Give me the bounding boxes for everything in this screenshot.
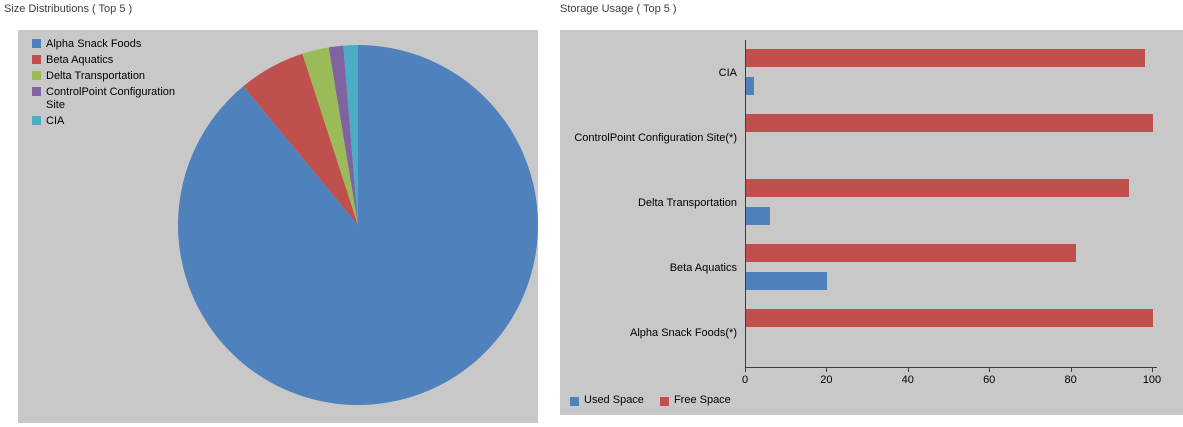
legend-label: Free Space xyxy=(673,394,731,406)
legend-swatch xyxy=(32,116,41,125)
bar-legend-item: Free Space xyxy=(659,394,731,407)
bar-legend-item: Used Space xyxy=(570,394,644,407)
free-space-bar xyxy=(746,244,1076,262)
pie-slice-3 xyxy=(328,45,358,225)
legend-label: Beta Aquatics xyxy=(46,54,114,66)
legend-swatch xyxy=(659,396,669,406)
free-space-bar xyxy=(746,179,1129,197)
pie-legend-item: Beta Aquatics xyxy=(32,54,196,67)
legend-swatch xyxy=(32,71,41,80)
pie-slice-0 xyxy=(177,45,538,405)
used-space-bar xyxy=(746,272,828,290)
free-space-bar xyxy=(746,49,1145,67)
legend-label: Used Space xyxy=(584,394,644,406)
bar-category-label: Delta Transportation xyxy=(637,197,737,209)
x-tick-mark xyxy=(1152,368,1153,372)
used-space-bar xyxy=(746,207,771,225)
free-space-bar xyxy=(746,114,1153,132)
legend-label: ControlPoint Configuration Site xyxy=(46,86,176,111)
x-tick-mark xyxy=(989,368,991,372)
x-tick-mark xyxy=(745,368,746,372)
pie-slice-4 xyxy=(343,45,358,225)
x-tick-label: 0 xyxy=(741,374,749,386)
bar-category-label: Beta Aquatics xyxy=(669,262,737,274)
x-tick-mark xyxy=(826,368,828,372)
size-distributions-title: Size Distributions ( Top 5 ) xyxy=(4,3,133,15)
pie-chart xyxy=(177,45,538,405)
bar-category-label: ControlPoint Configuration Site(*) xyxy=(574,132,737,144)
pie-slice-1 xyxy=(243,53,358,225)
pie-slice-2 xyxy=(302,47,358,226)
pie-legend-item: Delta Transportation xyxy=(32,70,196,83)
bar-legend: Used Space Free Space xyxy=(570,394,731,407)
storage-usage-chart-area: CIA ControlPoint Configuration Site(*) Del… xyxy=(560,30,1183,415)
x-tick-mark xyxy=(1070,368,1072,372)
pie-legend-item: ControlPoint Configuration Site xyxy=(32,86,196,112)
x-tick-label: 100 xyxy=(1142,374,1162,386)
x-axis-line xyxy=(745,367,1157,368)
legend-swatch xyxy=(32,55,41,64)
x-tick-label: 80 xyxy=(1064,374,1077,386)
legend-label: CIA xyxy=(46,115,65,127)
legend-swatch xyxy=(32,87,41,96)
pie-legend: Alpha Snack Foods Beta Aquatics Delta Tran… xyxy=(32,38,196,128)
bar-plot: CIA ControlPoint Configuration Site(*) Del… xyxy=(560,30,1183,415)
x-tick-label: 60 xyxy=(983,374,996,386)
legend-swatch xyxy=(32,39,41,48)
free-space-bar xyxy=(746,309,1153,327)
storage-usage-title: Storage Usage ( Top 5 ) xyxy=(560,3,677,15)
legend-label: Delta Transportation xyxy=(46,70,146,82)
size-distributions-chart-area: Alpha Snack Foods Beta Aquatics Delta Tran… xyxy=(18,30,538,423)
x-tick-label: 40 xyxy=(901,374,914,386)
legend-label: Alpha Snack Foods xyxy=(46,38,142,50)
legend-swatch xyxy=(570,396,579,406)
pie-legend-item: Alpha Snack Foods xyxy=(32,38,196,51)
x-tick-label: 20 xyxy=(820,374,833,386)
bar-category-label: CIA xyxy=(718,67,737,79)
y-axis-line xyxy=(745,40,746,368)
bar-category-label: Alpha Snack Foods(*) xyxy=(630,327,737,339)
pie-legend-item: CIA xyxy=(32,115,196,128)
used-space-bar xyxy=(746,77,755,95)
x-tick-mark xyxy=(907,368,909,372)
